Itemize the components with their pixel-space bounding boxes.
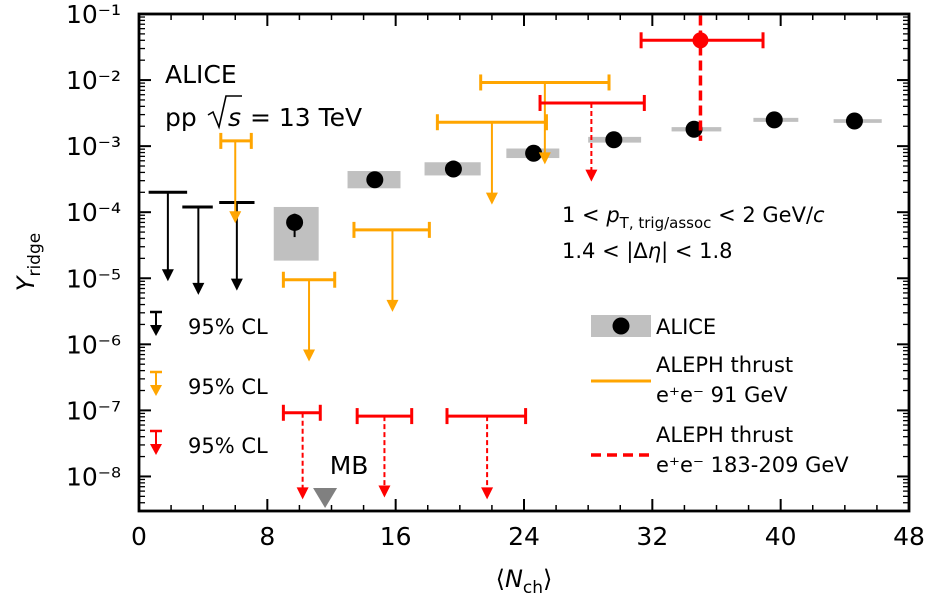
limit-arrow-head [303, 349, 316, 362]
sqrt-sign [207, 95, 242, 130]
alice-data-point [765, 111, 783, 129]
y-tick-label: 10⁻⁶ [66, 330, 121, 359]
x-tick-label: 32 [636, 522, 668, 551]
limit-arrow-head [192, 282, 205, 295]
x-tick-label: 40 [765, 522, 797, 551]
legend-alice-marker [612, 317, 630, 335]
sqrt-s: s [228, 103, 241, 132]
y-tick-label: 10⁻³ [66, 132, 121, 161]
limit-arrow-head [378, 485, 391, 498]
legend-aleph183-sublabel: e⁺e⁻ 183-209 GeV [656, 453, 849, 477]
eta-cut-label: 1.4 < |Δη| < 1.8 [562, 239, 733, 264]
limit-arrow-head [161, 269, 174, 282]
experiment-label: ALICE [165, 60, 237, 89]
alice-data-point [525, 144, 543, 162]
mb-marker: MB [313, 451, 368, 508]
alice-data-point [444, 160, 462, 178]
y-axis-title: Yridge [12, 233, 45, 291]
limit-arrow-head [481, 487, 494, 500]
y-tick-label: 10⁻⁸ [66, 462, 121, 491]
limit-arrow-head [585, 169, 598, 182]
mb-label: MB [330, 451, 369, 480]
x-axis-title: ⟨Nch⟩ [496, 565, 553, 598]
x-tick-label: 0 [131, 522, 147, 551]
mb-triangle [313, 488, 338, 508]
system-prefix: pp [165, 103, 197, 132]
limit-arrow-head [229, 211, 242, 224]
limit-arrow-head [296, 487, 309, 500]
aleph-data-point [692, 32, 709, 49]
cl-legend-arrow [150, 444, 162, 455]
legend-alice-label: ALICE [656, 315, 716, 339]
alice-data-point [685, 120, 703, 138]
cl-legend-label: 95% CL [188, 315, 268, 339]
data-marks [148, 15, 863, 500]
limit-arrow-head [538, 152, 551, 165]
system-energy: = 13 TeV [250, 103, 362, 132]
cl-legend-arrow [150, 325, 162, 336]
main-legend: ALICE ALEPH thrust e⁺e⁻ 91 GeV ALEPH thrust… [591, 315, 849, 477]
y-tick-label: 10⁻⁷ [66, 396, 121, 425]
cl-legend-label: 95% CL [188, 375, 268, 399]
limit-arrow-head [485, 192, 498, 205]
x-tick-label: 8 [259, 522, 275, 551]
system-label: pp s = 13 TeV [165, 95, 362, 132]
alice-data-point [366, 171, 384, 189]
alice-data-point [605, 131, 623, 149]
cl-legend: 95% CL 95% CL 95% CL [150, 310, 268, 458]
pt-cut-label: 1 < pT, trig/assoc < 2 GeV/c [562, 203, 825, 232]
cl-legend-label: 95% CL [188, 434, 268, 458]
alice-data-point [845, 112, 863, 130]
x-tick-label: 48 [893, 522, 925, 551]
legend-aleph91-label: ALEPH thrust [656, 353, 793, 377]
x-tick-label: 16 [380, 522, 412, 551]
alice-data-point [286, 213, 304, 231]
axis-ticks: 0 8 16 24 32 40 48 10⁻⁸ 10⁻⁷ 10⁻⁶ 10⁻⁵ 10⁻⁴ 10⁻³ 10⁻²… [66, 0, 925, 551]
x-tick-label: 24 [508, 522, 540, 551]
legend-aleph183-label: ALEPH thrust [656, 423, 793, 447]
limit-arrow-head [230, 278, 243, 291]
y-tick-label: 10⁻¹ [66, 0, 121, 29]
y-tick-label: 10⁻⁴ [66, 198, 121, 227]
y-tick-label: 10⁻² [66, 66, 121, 95]
legend-aleph91-sublabel: e⁺e⁻ 91 GeV [656, 383, 788, 407]
limit-arrow-head [386, 299, 399, 312]
cl-legend-arrow [150, 385, 162, 396]
y-tick-label: 10⁻⁵ [66, 264, 121, 293]
